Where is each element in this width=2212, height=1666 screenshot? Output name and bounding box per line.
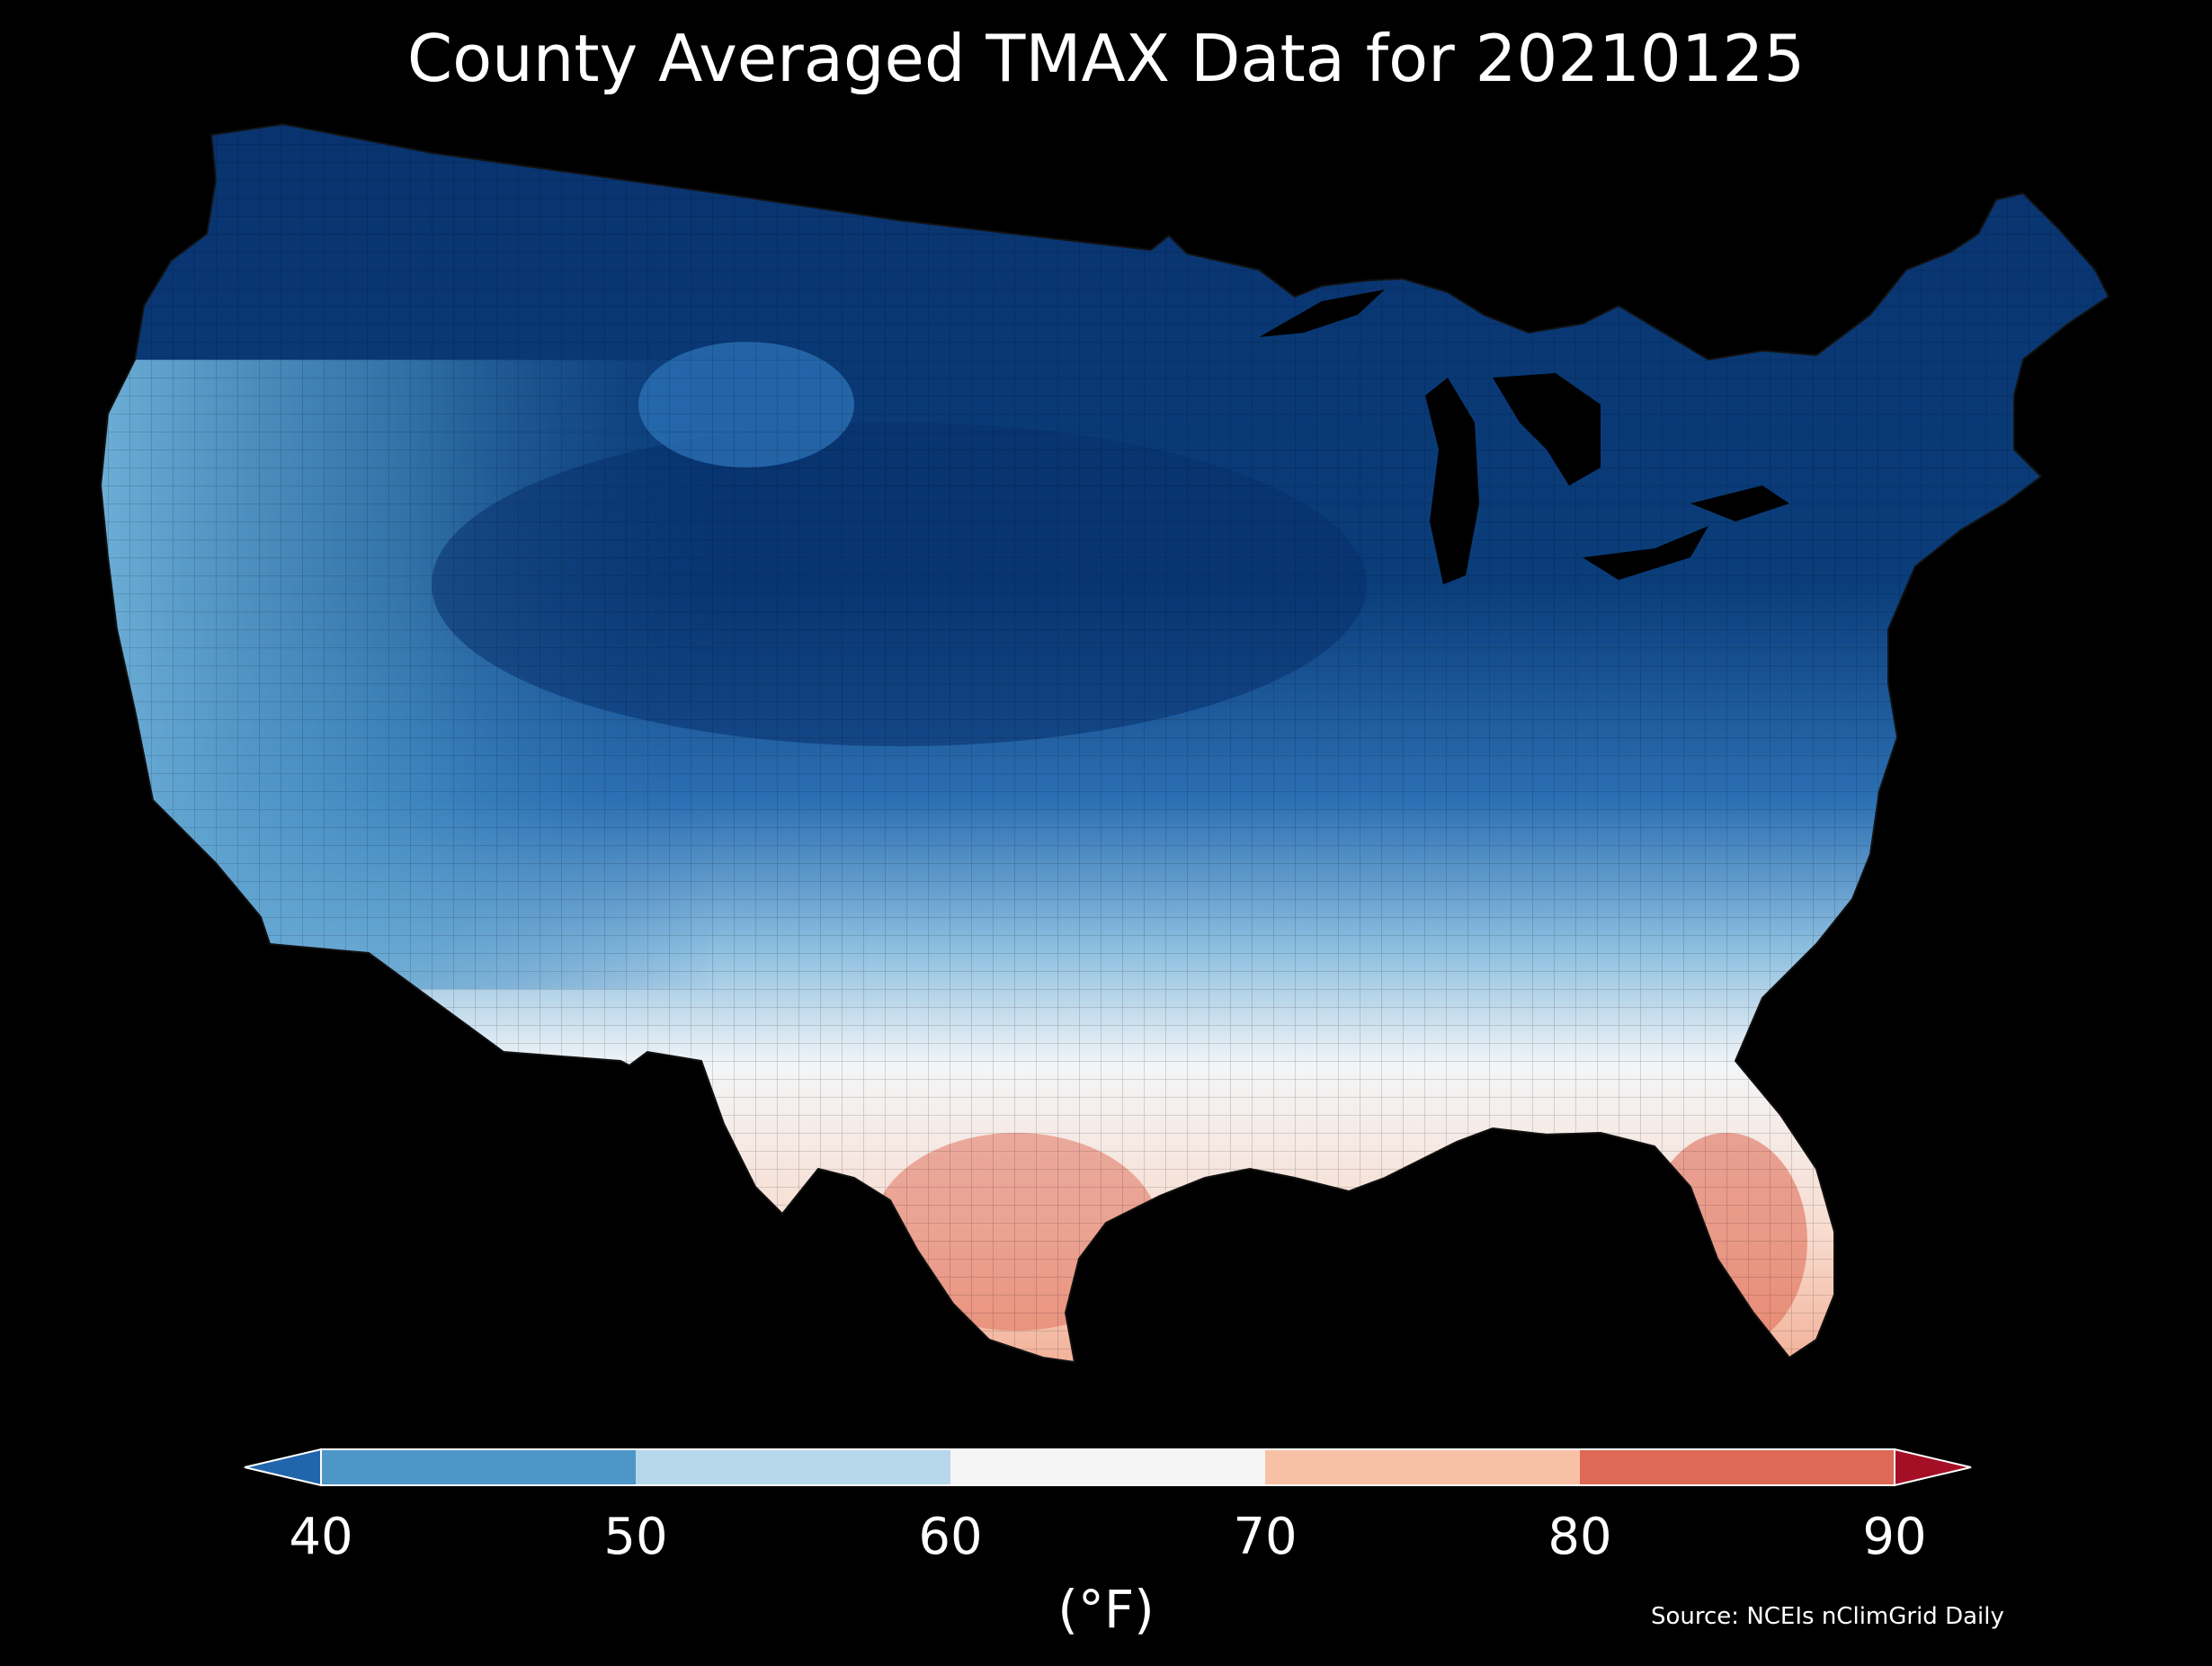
colorbar-tick: 90 <box>1862 1508 1927 1566</box>
colorbar-tick: 60 <box>918 1508 983 1566</box>
colorbar-tick: 50 <box>603 1508 668 1566</box>
colorbar-bin-60-70 <box>950 1449 1265 1485</box>
colorbar-bin-40-50 <box>321 1449 636 1485</box>
colorbar-tick: 80 <box>1548 1508 1612 1566</box>
source-credit: Source: NCEIs nClimGrid Daily <box>1651 1603 2004 1630</box>
colorbar-bin-70-80 <box>1265 1449 1580 1485</box>
colorbar-bin-80-90 <box>1580 1449 1895 1485</box>
colorbar-tick: 70 <box>1233 1508 1298 1566</box>
map-title: County Averaged TMAX Data for 20210125 <box>406 21 1806 96</box>
great-lakes <box>1259 290 1789 584</box>
colorbar-unit-label: (°F) <box>1057 1579 1155 1640</box>
colorbar-bin-50-60 <box>636 1449 950 1485</box>
colorbar-over-arrow <box>1894 1448 1972 1487</box>
colorbar-under-arrow <box>244 1448 322 1487</box>
colorbar-tick: 40 <box>289 1508 353 1566</box>
